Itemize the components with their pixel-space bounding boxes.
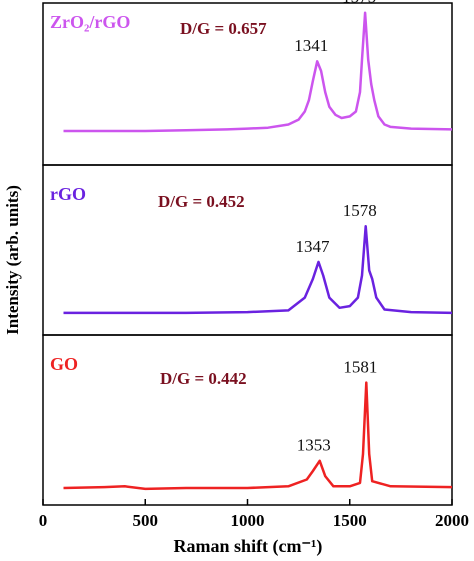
peak-label: 1578 xyxy=(343,201,377,220)
x-tick-label: 1500 xyxy=(333,511,367,530)
y-axis-label: Intensity (arb. units) xyxy=(3,185,22,335)
peak-label: 1341 xyxy=(294,36,328,55)
spectrum-line xyxy=(63,11,453,133)
peak-label: 1347 xyxy=(295,237,330,256)
x-axis-label: Raman shift (cm⁻¹) xyxy=(174,536,323,557)
ratio-label: D/G = 0.442 xyxy=(160,369,247,388)
panel-frame xyxy=(42,334,453,506)
peak-label: 1575 xyxy=(342,0,376,7)
x-tick-label: 0 xyxy=(39,511,48,530)
legend-label: GO xyxy=(50,354,78,374)
peak-label: 1581 xyxy=(343,358,377,377)
legend-label: ZrO₂/rGO xyxy=(50,12,130,32)
ratio-label: D/G = 0.657 xyxy=(180,19,267,38)
spectrum-line xyxy=(63,381,453,491)
ratio-label: D/G = 0.452 xyxy=(158,192,245,211)
spectrum-line xyxy=(63,224,453,315)
legend-label: rGO xyxy=(50,184,86,204)
x-tick-label: 1000 xyxy=(231,511,265,530)
x-tick-label: 2000 xyxy=(435,511,469,530)
x-tick-label: 500 xyxy=(133,511,159,530)
peak-label: 1353 xyxy=(297,436,331,455)
